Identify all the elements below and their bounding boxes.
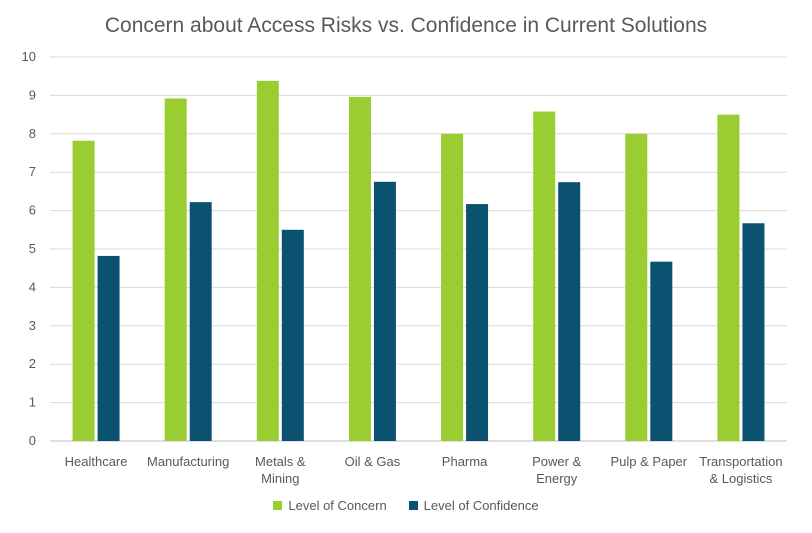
y-tick-label: 5: [29, 241, 36, 256]
x-category-label: Healthcare: [65, 454, 128, 469]
bar-concern: [441, 133, 464, 442]
bar-confidence: [558, 182, 581, 441]
y-tick-label: 0: [29, 433, 36, 448]
bar-confidence: [373, 181, 396, 442]
legend-item-confidence: Level of Confidence: [408, 498, 539, 513]
bar-confidence: [189, 202, 212, 441]
legend-item-concern: Level of Concern: [273, 498, 387, 513]
x-category-label: Transportation: [699, 454, 782, 469]
legend: Level of Concern Level of Confidence: [0, 498, 812, 513]
x-axis: Healthcare Manufacturing Metals & Mining Oil…: [65, 454, 783, 486]
legend-label-concern: Level of Concern: [288, 498, 387, 513]
x-category-label: & Logistics: [710, 471, 773, 486]
legend-swatch-confidence: [408, 501, 418, 510]
y-tick-label: 6: [29, 203, 36, 218]
bar-confidence: [281, 229, 304, 441]
x-category-label: Energy: [536, 471, 578, 486]
x-category-label: Power &: [532, 454, 581, 469]
bar-confidence: [650, 261, 673, 441]
bar-concern: [72, 140, 95, 441]
bar-concern: [717, 114, 740, 441]
x-category-label: Oil & Gas: [345, 454, 401, 469]
x-category-label: Pulp & Paper: [611, 454, 688, 469]
chart-title: Concern about Access Risks vs. Confidenc…: [104, 14, 708, 37]
x-category-label: Metals &: [255, 454, 306, 469]
y-tick-label: 8: [29, 126, 36, 141]
x-category-label: Pharma: [442, 454, 488, 469]
legend-swatch-concern: [273, 501, 283, 510]
bar-confidence: [742, 223, 765, 441]
bar-concern: [348, 96, 371, 441]
bar-concern: [533, 111, 556, 441]
y-axis: 0 1 2 3 4 5 6 7 8 9 10: [22, 49, 36, 448]
bar-concern: [164, 98, 187, 442]
x-category-label: Mining: [261, 471, 299, 486]
y-tick-label: 10: [22, 49, 36, 64]
bar-confidence: [466, 204, 489, 441]
y-tick-label: 4: [29, 279, 36, 294]
gridlines: [50, 56, 787, 442]
y-tick-label: 7: [29, 164, 36, 179]
y-tick-label: 2: [29, 356, 36, 371]
bar-concern: [256, 80, 279, 442]
y-tick-label: 9: [29, 87, 36, 102]
legend-label-confidence: Level of Confidence: [423, 498, 539, 513]
bar-confidence: [97, 255, 120, 441]
x-category-label: Manufacturing: [147, 454, 229, 469]
y-tick-label: 3: [29, 318, 36, 333]
y-tick-label: 1: [29, 395, 36, 410]
bars: [72, 80, 765, 442]
bar-concern: [625, 133, 648, 442]
